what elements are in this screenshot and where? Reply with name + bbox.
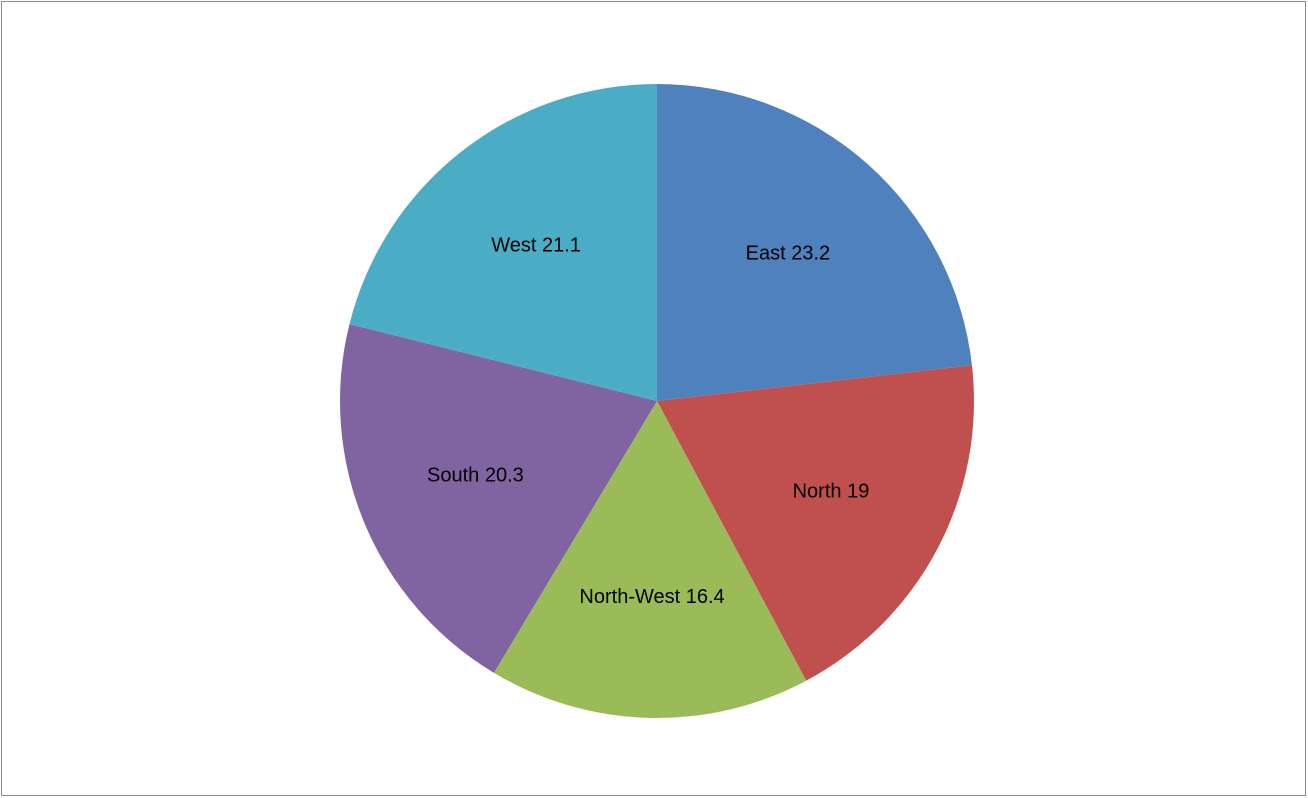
slice-labels: East 23.2 North 19 North-West 16.4 South 20…	[427, 234, 869, 607]
slice-label-south: South 20.3	[427, 464, 524, 486]
slice-label-east: East 23.2	[746, 243, 831, 265]
slice-label-north: North 19	[793, 481, 870, 503]
pie-slice-south	[339, 324, 657, 673]
pie-slices	[339, 84, 974, 719]
pie-slice-west	[349, 84, 657, 401]
slice-label-north-west: North-West 16.4	[579, 586, 724, 608]
pie-slice-north	[657, 365, 974, 681]
pie-slice-east	[657, 84, 972, 401]
pie-slice-north-west	[493, 401, 807, 719]
slice-label-west: West 21.1	[491, 234, 581, 256]
